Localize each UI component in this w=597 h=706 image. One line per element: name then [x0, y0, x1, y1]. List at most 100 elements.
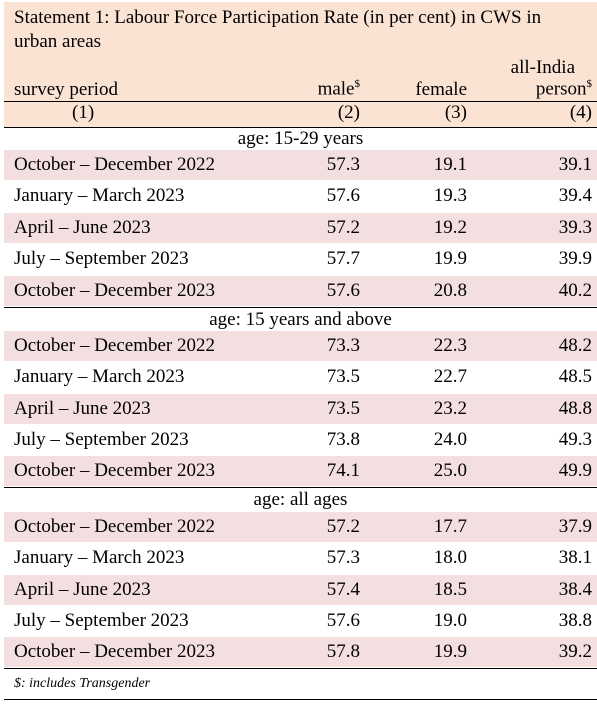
- male-cell: 57.7: [326, 248, 360, 269]
- person-cell: 49.3: [558, 429, 592, 450]
- person-cell: 37.9: [558, 516, 592, 537]
- period-cell: July – September 2023: [14, 248, 189, 269]
- male-cell: 73.3: [326, 335, 360, 356]
- male-cell: 57.6: [326, 610, 360, 631]
- table-row: October – December 2023 57.8 19.9 39.2: [4, 637, 597, 667]
- male-header-text: male: [317, 78, 355, 100]
- female-cell: 19.1: [433, 154, 467, 175]
- table-row: October – December 2023 57.6 20.8 40.2: [4, 276, 597, 306]
- female-cell: 22.3: [433, 335, 467, 356]
- person-cell: 48.5: [558, 366, 592, 387]
- female-cell: 24.0: [433, 429, 467, 450]
- male-cell: 74.1: [326, 460, 360, 481]
- female-cell: 19.0: [433, 610, 467, 631]
- female-cell: 23.2: [433, 398, 467, 419]
- table-row: October – December 2022 57.2 17.7 37.9: [4, 512, 597, 542]
- table-row: October – December 2023 74.1 25.0 49.9: [4, 456, 597, 486]
- period-cell: January – March 2023: [14, 366, 185, 387]
- person-header-text: person: [535, 78, 587, 100]
- group-divider: [4, 487, 597, 488]
- male-cell: 57.4: [326, 579, 360, 600]
- period-cell: July – September 2023: [14, 610, 189, 631]
- female-cell: 22.7: [433, 366, 467, 387]
- col-num-3: (3): [444, 102, 467, 123]
- person-cell: 38.4: [558, 579, 592, 600]
- table-row: April – June 2023 57.2 19.2 39.3: [4, 213, 597, 243]
- period-cell: October – December 2023: [14, 280, 216, 301]
- person-cell: 39.4: [558, 185, 592, 206]
- table-header: all-India survey period male$ female per…: [4, 57, 597, 128]
- period-cell: October – December 2022: [14, 516, 216, 537]
- period-cell: April – June 2023: [14, 398, 151, 419]
- all-india-label: all-India: [510, 57, 575, 78]
- male-cell: 57.3: [326, 547, 360, 568]
- person-cell: 39.3: [558, 217, 592, 238]
- col-num-4: (4): [569, 102, 592, 123]
- person-header: person$: [536, 78, 592, 100]
- female-header: female: [415, 79, 467, 100]
- footnote-rule: [4, 699, 597, 700]
- person-cell: 49.9: [558, 460, 592, 481]
- table-row: July – September 2023 73.8 24.0 49.3: [4, 425, 597, 455]
- period-cell: January – March 2023: [14, 185, 185, 206]
- male-cell: 57.3: [326, 154, 360, 175]
- female-cell: 18.0: [433, 547, 467, 568]
- group-label: age: all ages: [4, 489, 597, 511]
- table-row: January – March 2023 57.6 19.3 39.4: [4, 181, 597, 211]
- table-row: April – June 2023 73.5 23.2 48.8: [4, 394, 597, 424]
- table-row: April – June 2023 57.4 18.5 38.4: [4, 575, 597, 605]
- person-cell: 48.8: [558, 398, 592, 419]
- male-cell: 57.2: [326, 217, 360, 238]
- group-divider: [4, 307, 597, 308]
- female-cell: 19.3: [433, 185, 467, 206]
- col-num-1: (1): [72, 102, 95, 123]
- person-cell: 39.2: [558, 641, 592, 662]
- table-row: July – September 2023 57.7 19.9 39.9: [4, 244, 597, 274]
- person-cell: 38.1: [558, 547, 592, 568]
- period-cell: October – December 2022: [14, 335, 216, 356]
- period-cell: April – June 2023: [14, 217, 151, 238]
- person-header-sup: $: [586, 78, 593, 90]
- male-header-sup: $: [354, 78, 361, 90]
- male-cell: 57.6: [326, 280, 360, 301]
- header-separator: [4, 101, 597, 102]
- group-label: age: 15 years and above: [4, 309, 597, 331]
- male-cell: 73.5: [326, 366, 360, 387]
- person-cell: 38.8: [558, 610, 592, 631]
- female-cell: 19.2: [433, 217, 467, 238]
- male-cell: 73.5: [326, 398, 360, 419]
- period-cell: July – September 2023: [14, 429, 189, 450]
- period-cell: October – December 2023: [14, 460, 216, 481]
- table-title: Statement 1: Labour Force Participation …: [4, 2, 597, 57]
- period-cell: April – June 2023: [14, 579, 151, 600]
- person-cell: 39.1: [558, 154, 592, 175]
- male-cell: 57.8: [326, 641, 360, 662]
- male-header: male$: [318, 78, 360, 100]
- male-cell: 57.6: [326, 185, 360, 206]
- person-cell: 48.2: [558, 335, 592, 356]
- period-cell: October – December 2022: [14, 154, 216, 175]
- table-row: October – December 2022 57.3 19.1 39.1: [4, 150, 597, 180]
- table-row: January – March 2023 57.3 18.0 38.1: [4, 543, 597, 573]
- table-row: January – March 2023 73.5 22.7 48.5: [4, 362, 597, 392]
- survey-period-header: survey period: [14, 79, 118, 100]
- male-cell: 57.2: [326, 516, 360, 537]
- female-cell: 19.9: [433, 248, 467, 269]
- col-num-2: (2): [337, 102, 360, 123]
- table-row: July – September 2023 57.6 19.0 38.8: [4, 606, 597, 636]
- female-cell: 18.5: [433, 579, 467, 600]
- table-bottom-rule: [4, 668, 597, 669]
- period-cell: January – March 2023: [14, 547, 185, 568]
- female-cell: 17.7: [433, 516, 467, 537]
- female-cell: 19.9: [433, 641, 467, 662]
- footnote: $: includes Transgender: [14, 676, 151, 691]
- period-cell: October – December 2023: [14, 641, 216, 662]
- group-label: age: 15-29 years: [4, 128, 597, 150]
- person-cell: 39.9: [558, 248, 592, 269]
- person-cell: 40.2: [558, 280, 592, 301]
- male-cell: 73.8: [326, 429, 360, 450]
- table-row: October – December 2022 73.3 22.3 48.2: [4, 331, 597, 361]
- female-cell: 25.0: [433, 460, 467, 481]
- female-cell: 20.8: [433, 280, 467, 301]
